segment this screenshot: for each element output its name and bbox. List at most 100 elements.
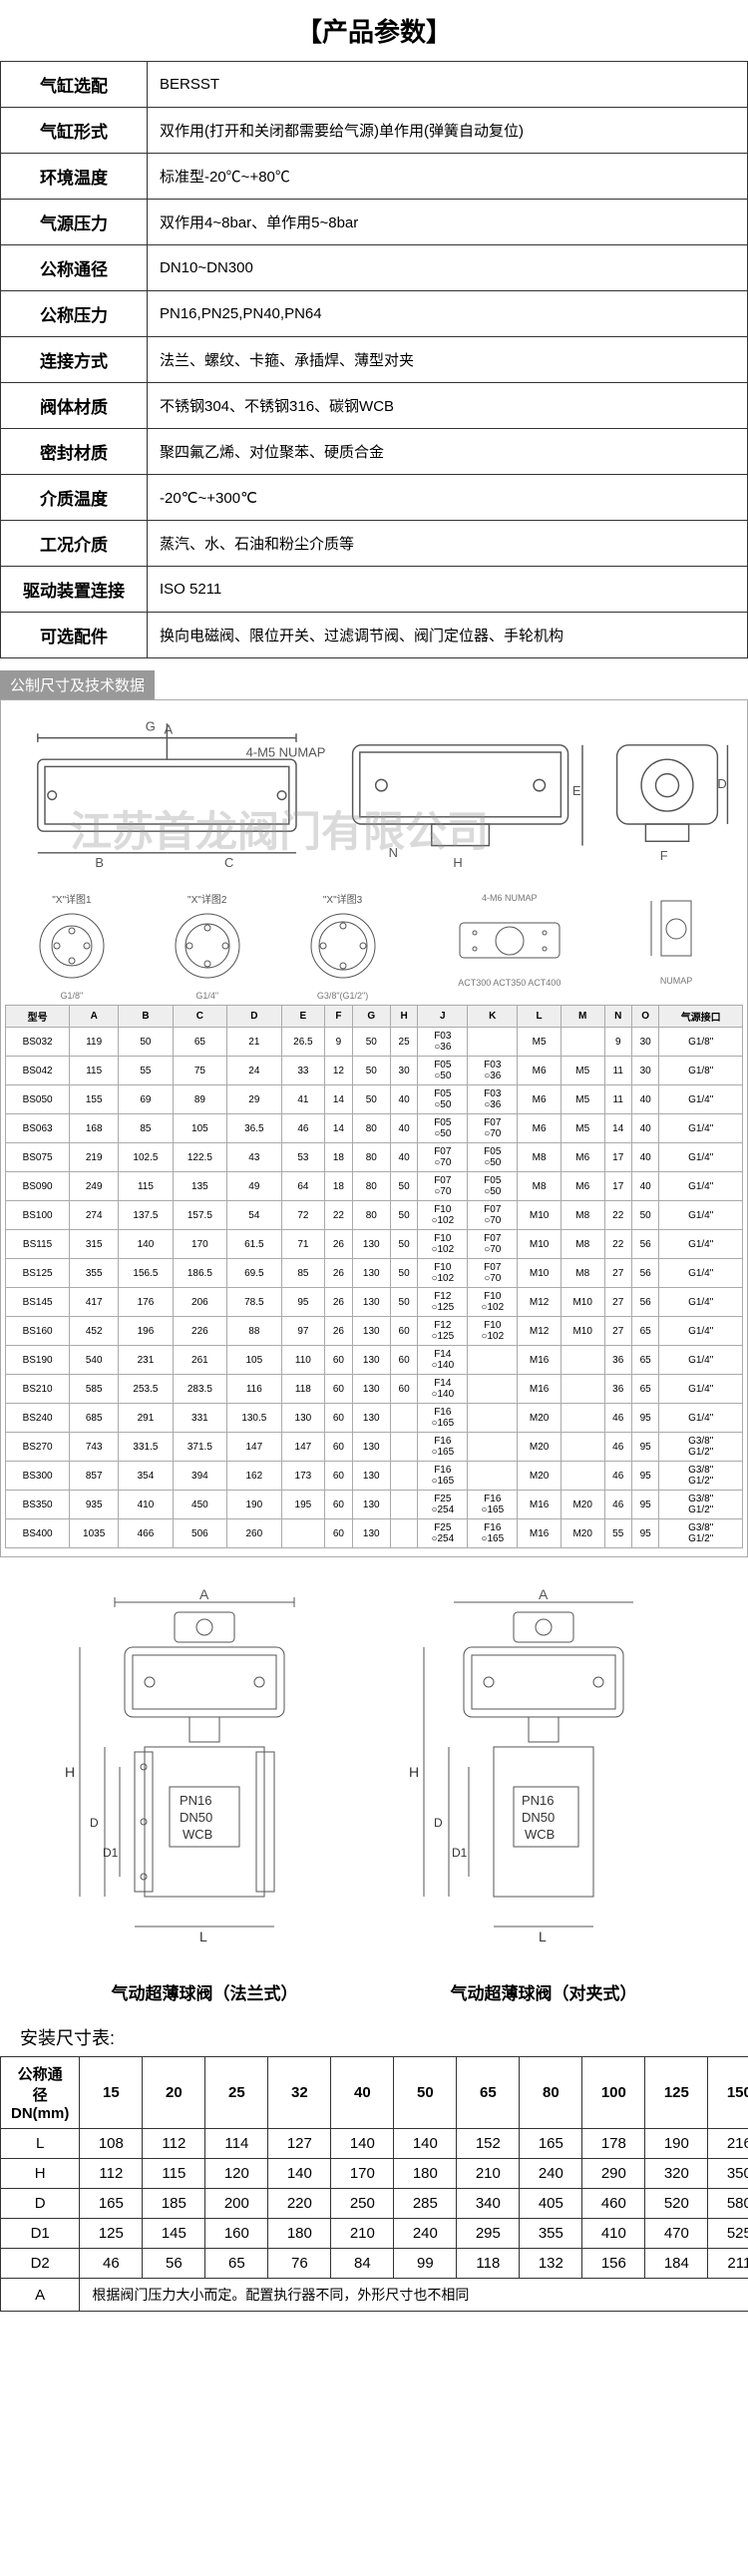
spec-cell: 50 — [390, 1201, 417, 1230]
spec-cell: 274 — [70, 1201, 119, 1230]
install-cell: 145 — [143, 2219, 205, 2249]
spec-cell: 130 — [352, 1317, 390, 1346]
spec-cell: 190 — [227, 1491, 281, 1519]
spec-cell: 29 — [227, 1085, 281, 1114]
install-cell: 132 — [520, 2249, 582, 2279]
spec-cell: F14○140 — [418, 1375, 468, 1404]
install-header: 80 — [520, 2057, 582, 2129]
install-header: 150 — [708, 2057, 748, 2129]
install-cell: 156 — [582, 2249, 645, 2279]
spec-cell: F05○50 — [468, 1172, 518, 1201]
spec-cell: 130 — [352, 1433, 390, 1462]
spec-cell: 22 — [604, 1201, 631, 1230]
install-cell: 340 — [457, 2189, 520, 2219]
spec-cell: 21 — [227, 1028, 281, 1057]
port-g38: G3/8"(G1/2") — [280, 991, 406, 1001]
install-header: 125 — [645, 2057, 708, 2129]
spec-cell: 17 — [604, 1143, 631, 1172]
install-cell: 120 — [205, 2159, 268, 2189]
install-cell: 405 — [520, 2189, 582, 2219]
spec-cell: F05○50 — [418, 1085, 468, 1114]
spec-cell: 170 — [173, 1230, 226, 1259]
spec-cell: 12 — [325, 1057, 352, 1085]
spec-cell: BS300 — [6, 1462, 70, 1491]
spec-cell: 89 — [173, 1085, 226, 1114]
spec-cell: F25○254 — [418, 1491, 468, 1519]
spec-cell: 118 — [281, 1375, 325, 1404]
spec-cell: F25○254 — [418, 1519, 468, 1548]
spec-cell: 130 — [352, 1375, 390, 1404]
spec-cell: F16○165 — [418, 1404, 468, 1433]
spec-cell: 105 — [227, 1346, 281, 1375]
spec-cell: 60 — [390, 1317, 417, 1346]
spec-cell: 26 — [325, 1230, 352, 1259]
spec-cell: F07○70 — [468, 1114, 518, 1143]
spec-cell: BS400 — [6, 1519, 70, 1548]
spec-cell: 50 — [119, 1028, 173, 1057]
param-value: 标准型-20℃~+80℃ — [148, 154, 748, 200]
spec-cell: 27 — [604, 1317, 631, 1346]
spec-cell: 11 — [604, 1057, 631, 1085]
spec-cell: M6 — [518, 1085, 561, 1114]
spec-cell: 33 — [281, 1057, 325, 1085]
spec-cell: BS063 — [6, 1114, 70, 1143]
install-cell: 240 — [394, 2219, 457, 2249]
install-cell: 470 — [645, 2219, 708, 2249]
spec-cell: M8 — [518, 1172, 561, 1201]
install-cell: 108 — [80, 2129, 143, 2159]
spec-cell: M16 — [518, 1491, 561, 1519]
spec-cell: G1/8" — [659, 1057, 743, 1085]
spec-cell: 40 — [631, 1114, 658, 1143]
spec-cell: 25 — [390, 1028, 417, 1057]
spec-cell: M5 — [518, 1028, 561, 1057]
install-cell: 165 — [520, 2129, 582, 2159]
spec-cell: 18 — [325, 1172, 352, 1201]
spec-cell: 50 — [352, 1085, 390, 1114]
spec-header: H — [390, 1006, 417, 1028]
spec-cell: 371.5 — [173, 1433, 226, 1462]
spec-cell: 24 — [227, 1057, 281, 1085]
param-value: 双作用4~8bar、单作用5~8bar — [148, 200, 748, 245]
svg-text:D: D — [90, 1816, 99, 1830]
install-cell: 152 — [457, 2129, 520, 2159]
spec-cell: M5 — [561, 1085, 604, 1114]
svg-text:L: L — [199, 1929, 207, 1944]
spec-cell: 56 — [631, 1230, 658, 1259]
spec-cell: 17 — [604, 1172, 631, 1201]
spec-cell: 97 — [281, 1317, 325, 1346]
spec-cell: G1/4" — [659, 1317, 743, 1346]
spec-cell: 9 — [325, 1028, 352, 1057]
spec-cell: 50 — [352, 1028, 390, 1057]
param-value: 换向电磁阀、限位开关、过滤调节阀、阀门定位器、手轮机构 — [148, 613, 748, 658]
svg-text:PN16: PN16 — [522, 1793, 555, 1808]
spec-cell: 40 — [390, 1143, 417, 1172]
spec-cell: 195 — [281, 1491, 325, 1519]
spec-cell: F10○102 — [468, 1317, 518, 1346]
spec-cell: 36 — [604, 1346, 631, 1375]
spec-cell: G1/4" — [659, 1404, 743, 1433]
spec-cell: 27 — [604, 1288, 631, 1317]
port-g18: G1/8" — [9, 991, 135, 1001]
install-cell: 350 — [708, 2159, 748, 2189]
spec-cell: 857 — [70, 1462, 119, 1491]
spec-cell: 157.5 — [173, 1201, 226, 1230]
spec-cell: F07○70 — [468, 1259, 518, 1288]
spec-header: J — [418, 1006, 468, 1028]
spec-cell: 130 — [352, 1462, 390, 1491]
spec-cell: 130 — [352, 1230, 390, 1259]
numap-label: NUMAP — [613, 976, 739, 986]
install-cell: L — [1, 2129, 80, 2159]
spec-cell: G3/8"G1/2" — [659, 1519, 743, 1548]
spec-cell: 80 — [352, 1143, 390, 1172]
install-cell: 46 — [80, 2249, 143, 2279]
spec-cell: 46 — [281, 1114, 325, 1143]
install-cell: 185 — [143, 2189, 205, 2219]
install-cell: 320 — [645, 2159, 708, 2189]
spec-cell — [281, 1519, 325, 1548]
spec-cell: F10○102 — [418, 1259, 468, 1288]
spec-cell: M20 — [518, 1462, 561, 1491]
spec-cell: 80 — [352, 1172, 390, 1201]
spec-cell: G1/4" — [659, 1375, 743, 1404]
spec-header: K — [468, 1006, 518, 1028]
install-cell: 220 — [268, 2189, 331, 2219]
